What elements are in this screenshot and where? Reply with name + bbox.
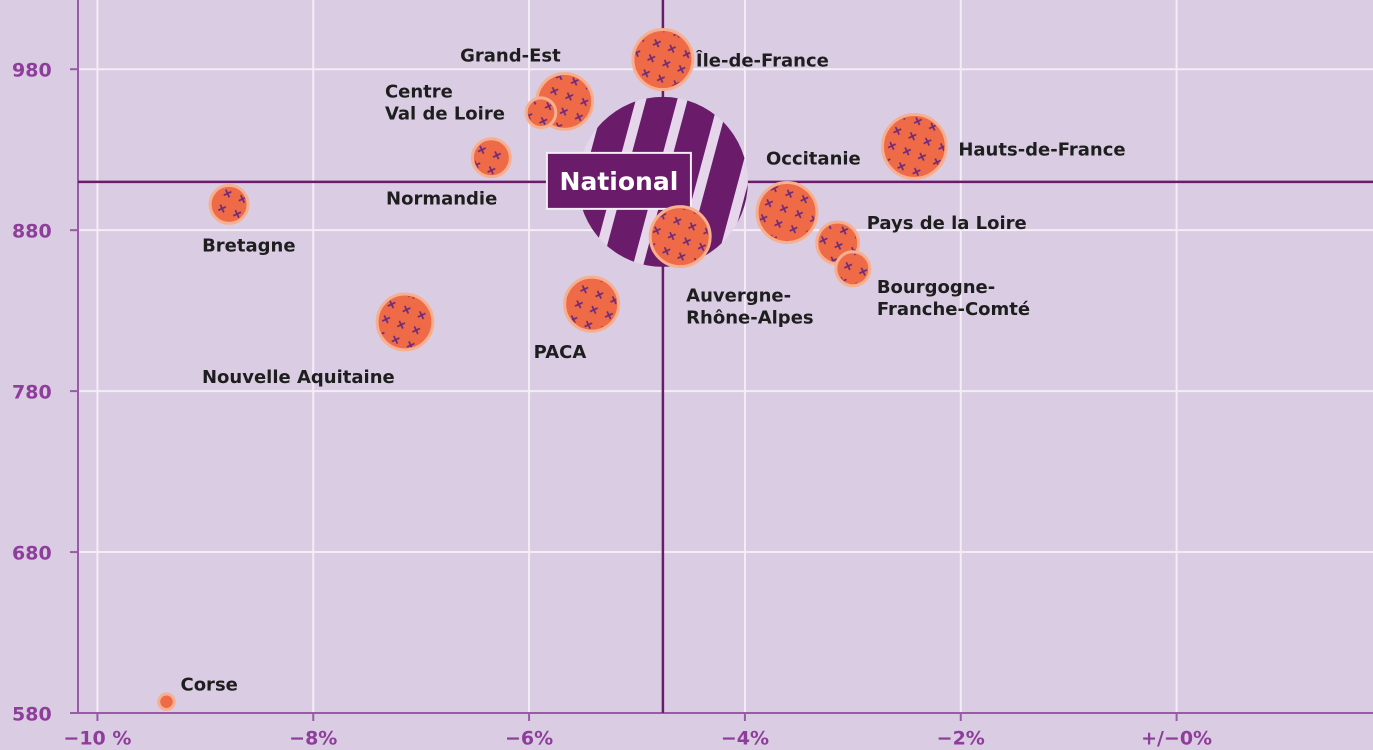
bubble-pattern [528, 99, 554, 126]
y-tick-label: 680 [12, 543, 52, 565]
bubble-label: Pays de la Loire [867, 213, 1027, 234]
y-tick-label: 880 [12, 221, 52, 243]
national-label-box [545, 151, 692, 210]
bubble-pattern [759, 184, 816, 241]
bubble [157, 692, 176, 711]
bubble-pattern [884, 116, 945, 177]
bubble-label: Rhône-Alpes [686, 308, 813, 329]
bubble-pattern [474, 140, 509, 175]
bubble-pattern [379, 295, 431, 348]
bubble-label: Bretagne [202, 235, 295, 256]
bubble-label: Hauts-de-France [958, 139, 1125, 160]
x-tick-label: −10 % [63, 728, 131, 750]
bubble-pattern [837, 253, 868, 284]
bubble-label: Corse [180, 675, 237, 696]
marks: National Île-de-France Grand-Est CentreVal … [78, 0, 1373, 713]
bubble-label: Centre [385, 82, 453, 103]
y-tick-label: 580 [12, 704, 52, 726]
national-label: National [560, 167, 679, 196]
bubble-label: PACA [534, 342, 587, 363]
x-tick-label: −2% [937, 728, 985, 750]
x-tick-label: −4% [721, 728, 769, 750]
bubble-label: Grand-Est [460, 45, 561, 66]
x-tick-label: −6% [505, 728, 553, 750]
bubble-label: Bourgogne- [877, 277, 995, 298]
bubble-pattern [212, 187, 247, 222]
x-tick-label: +/−0% [1141, 728, 1212, 750]
y-tick-label: 780 [12, 382, 52, 404]
bubble-label: Île-de-France [696, 50, 829, 72]
bubble-pattern [634, 31, 691, 88]
bubble-label: Occitanie [766, 148, 861, 169]
bubble-label: Nouvelle Aquitaine [202, 367, 395, 388]
y-tick-label: 980 [12, 60, 52, 82]
bubble-pattern [652, 208, 709, 265]
bubble-label: Franche-Comté [877, 299, 1030, 320]
bubble-label: Auvergne- [686, 286, 791, 307]
bubble-label: Val de Loire [385, 104, 505, 125]
bubble-pattern [566, 279, 617, 330]
bubble-label: Normandie [386, 189, 497, 210]
x-tick-label: −8% [289, 728, 337, 750]
